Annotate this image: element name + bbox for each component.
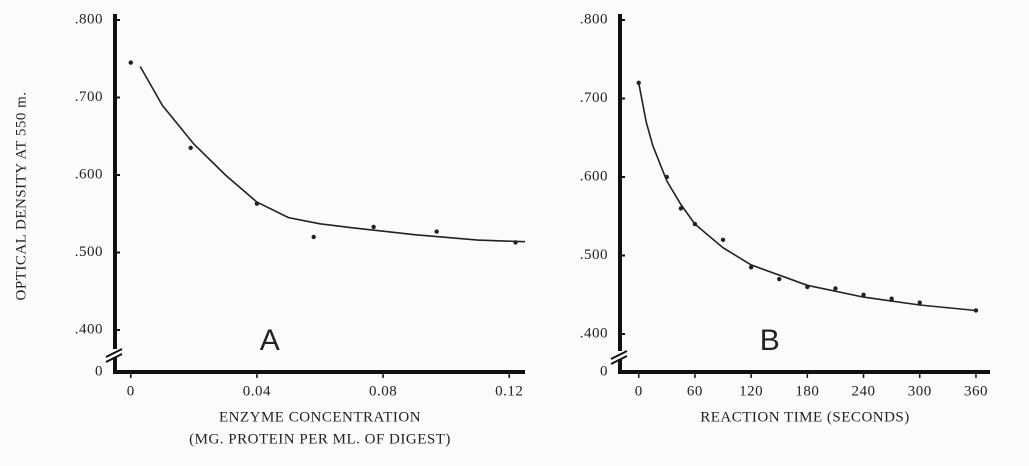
panel: 0 .400 .500 .600 .700 .800 0 60 120 180 240 300 360 R… [580, 11, 990, 425]
y-tick-label: .600 [75, 166, 103, 182]
x-axis-label: (MG. PROTEIN PER ML. OF DIGEST) [189, 431, 451, 447]
axis-break-mark [105, 353, 123, 363]
data-point [973, 308, 979, 313]
y-tick-label: .700 [580, 90, 608, 106]
x-axis-label: ENZYME CONCENTRATION [219, 409, 421, 425]
y-tick-label: .800 [580, 11, 608, 27]
axis-break-mark [105, 348, 123, 358]
fit-curve [637, 82, 976, 312]
data-point [188, 145, 193, 151]
y-tick-label: .600 [580, 168, 608, 184]
y-tick-label: .800 [75, 11, 103, 27]
x-tick-label: 0.04 [243, 383, 271, 399]
x-tick-label: 360 [964, 383, 988, 399]
x-tick-label: 300 [908, 383, 932, 399]
x-axis-label: REACTION TIME (SECONDS) [700, 409, 910, 425]
axis-break-mark [610, 355, 628, 365]
x-tick-label: 120 [739, 383, 763, 399]
data-point [311, 234, 316, 240]
y-tick-label: .500 [75, 244, 103, 260]
data-point [861, 292, 866, 297]
x-tick-label: 0 [127, 383, 135, 399]
y-axis-label: OPTICAL DENSITY AT 550 m. [13, 91, 29, 300]
data-point [434, 229, 439, 234]
panel-letter: B [760, 324, 781, 357]
x-tick-label: 0.08 [369, 383, 397, 399]
x-tick-label: 240 [852, 383, 876, 399]
panel-letter: A [260, 324, 281, 357]
fit-curve [139, 66, 526, 243]
data-point [371, 224, 376, 230]
y-tick-label: 0 [95, 363, 103, 379]
y-tick-label: .400 [75, 321, 103, 337]
x-tick-label: 0.12 [495, 383, 523, 399]
y-tick-label: .400 [580, 325, 608, 341]
x-tick-label: 0 [635, 383, 643, 399]
y-tick-label: 0 [600, 363, 608, 379]
data-point [777, 276, 782, 282]
data-point [720, 237, 726, 242]
axis-break-mark [610, 350, 628, 360]
x-tick-label: 60 [687, 383, 703, 399]
data-point [833, 286, 838, 291]
x-tick-label: 180 [795, 383, 819, 399]
y-tick-label: .500 [580, 247, 608, 263]
data-point [889, 296, 894, 301]
data-point [748, 265, 754, 270]
y-tick-label: .700 [75, 89, 103, 105]
data-point [128, 60, 133, 65]
panel: 0 .400 .500 .600 .700 .800 0 0.04 0.08 0.12 ENZYME… [13, 11, 526, 447]
data-point [917, 300, 922, 305]
